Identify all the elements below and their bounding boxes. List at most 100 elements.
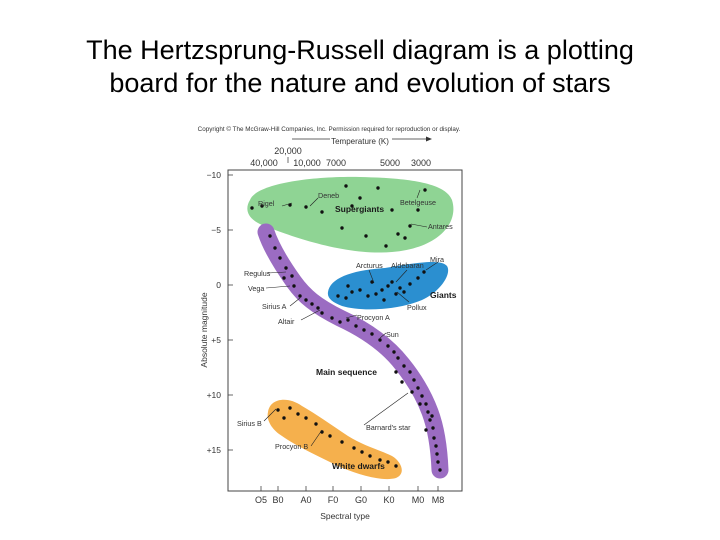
temperature-tick-7000: 7000 <box>326 158 346 168</box>
star-dot <box>370 332 374 336</box>
star-dot <box>432 436 436 440</box>
star-dot <box>358 196 362 200</box>
giants-label: Giants <box>430 290 457 300</box>
star-dot <box>366 294 370 298</box>
spectral-tick-k0: K0 <box>383 495 394 505</box>
star-label-procyon-a: Procyon A <box>357 313 390 322</box>
spectral-tick-g0: G0 <box>355 495 367 505</box>
star-dot <box>378 338 382 342</box>
magnitude-tick-0: 0 <box>216 280 221 290</box>
star-dot <box>358 288 362 292</box>
star-dot <box>328 434 332 438</box>
star-dot <box>403 236 407 240</box>
temperature-tick-20000: 20,000 <box>274 146 302 156</box>
spectral-tick-o5: O5 <box>255 495 267 505</box>
star-dot <box>424 402 428 406</box>
main-sequence-label: Main sequence <box>316 367 377 377</box>
star-dot <box>431 426 435 430</box>
star-dot <box>350 290 354 294</box>
star-dot <box>360 450 364 454</box>
star-dot <box>430 414 434 418</box>
star-dot <box>282 416 286 420</box>
white-dwarfs-region <box>267 399 402 480</box>
star-dot <box>378 458 382 462</box>
star-dot <box>398 286 402 290</box>
temperature-tick-5000: 5000 <box>380 158 400 168</box>
temperature-tick-3000: 3000 <box>411 158 431 168</box>
star-dot <box>386 460 390 464</box>
magnitude-axis: −10 −5 0 +5 +10 +15 <box>207 170 233 455</box>
star-dot <box>386 344 390 348</box>
star-dot <box>424 428 428 432</box>
star-dot <box>434 444 438 448</box>
y-axis-label: Absolute magnitude <box>199 292 209 367</box>
star-dot <box>320 210 324 214</box>
star-dot <box>376 186 380 190</box>
star-dot <box>364 234 368 238</box>
star-dot <box>344 296 348 300</box>
supergiants-region <box>247 176 454 253</box>
star-dot <box>268 234 272 238</box>
star-dot <box>346 284 350 288</box>
star-dot <box>394 292 398 296</box>
star-dot <box>416 208 420 212</box>
star-dot <box>284 266 288 270</box>
star-label-sirius-a: Sirius A <box>262 302 287 311</box>
magnitude-tick-plus5: +5 <box>211 335 221 345</box>
spectral-tick-b0: B0 <box>272 495 283 505</box>
star-dot <box>346 318 350 322</box>
star-dot <box>396 356 400 360</box>
spectral-tick-m8: M8 <box>432 495 445 505</box>
star-label-arcturus: Arcturus <box>356 261 383 270</box>
star-dot <box>428 418 432 422</box>
star-dot <box>423 188 427 192</box>
star-dot <box>290 274 294 278</box>
star-dot <box>390 208 394 212</box>
star-dot <box>426 410 430 414</box>
star-dot <box>416 276 420 280</box>
title-line-2: board for the nature and evolution of st… <box>109 68 611 98</box>
star-dot <box>408 224 412 228</box>
star-label-vega: Vega <box>248 284 264 293</box>
star-label-barnards-star: Barnard's star <box>366 423 411 432</box>
star-dot <box>394 464 398 468</box>
star-dot <box>412 378 416 382</box>
star-dot <box>336 294 340 298</box>
star-label-rigel: Rigel <box>258 199 275 208</box>
spectral-tick-m0: M0 <box>412 495 425 505</box>
star-dot <box>310 302 314 306</box>
star-dot <box>408 370 412 374</box>
star-dot <box>438 468 442 472</box>
temperature-tick-40000: 40,000 <box>250 158 278 168</box>
star-label-deneb: Deneb <box>318 191 339 200</box>
star-dot <box>362 328 366 332</box>
star-dot <box>354 324 358 328</box>
star-dot <box>386 284 390 288</box>
star-dot <box>282 276 286 280</box>
star-dot <box>368 454 372 458</box>
star-dot <box>304 205 308 209</box>
spectral-axis: O5 B0 A0 F0 G0 K0 M0 M8 <box>255 486 444 505</box>
star-label-regulus: Regulus <box>244 269 271 278</box>
star-dot <box>436 460 440 464</box>
plot-frame <box>227 169 463 492</box>
star-label-sirius-b: Sirius B <box>237 419 262 428</box>
magnitude-tick-plus15: +15 <box>207 445 222 455</box>
star-dot <box>402 290 406 294</box>
star-dot <box>396 232 400 236</box>
star-label-altair: Altair <box>278 317 295 326</box>
supergiants-label: Supergiants <box>335 204 384 214</box>
star-dot <box>350 204 354 208</box>
temperature-label: Temperature (K) <box>331 137 389 146</box>
star-dot <box>330 316 334 320</box>
white-dwarfs-label: White dwarfs <box>332 461 385 471</box>
star-dot <box>416 386 420 390</box>
star-dot <box>316 306 320 310</box>
star-dot <box>374 292 378 296</box>
star-dot <box>422 270 426 274</box>
star-dot <box>304 416 308 420</box>
star-label-aldebaran: Aldebaran <box>391 261 424 270</box>
star-dot <box>384 244 388 248</box>
leader-lines <box>263 189 439 447</box>
